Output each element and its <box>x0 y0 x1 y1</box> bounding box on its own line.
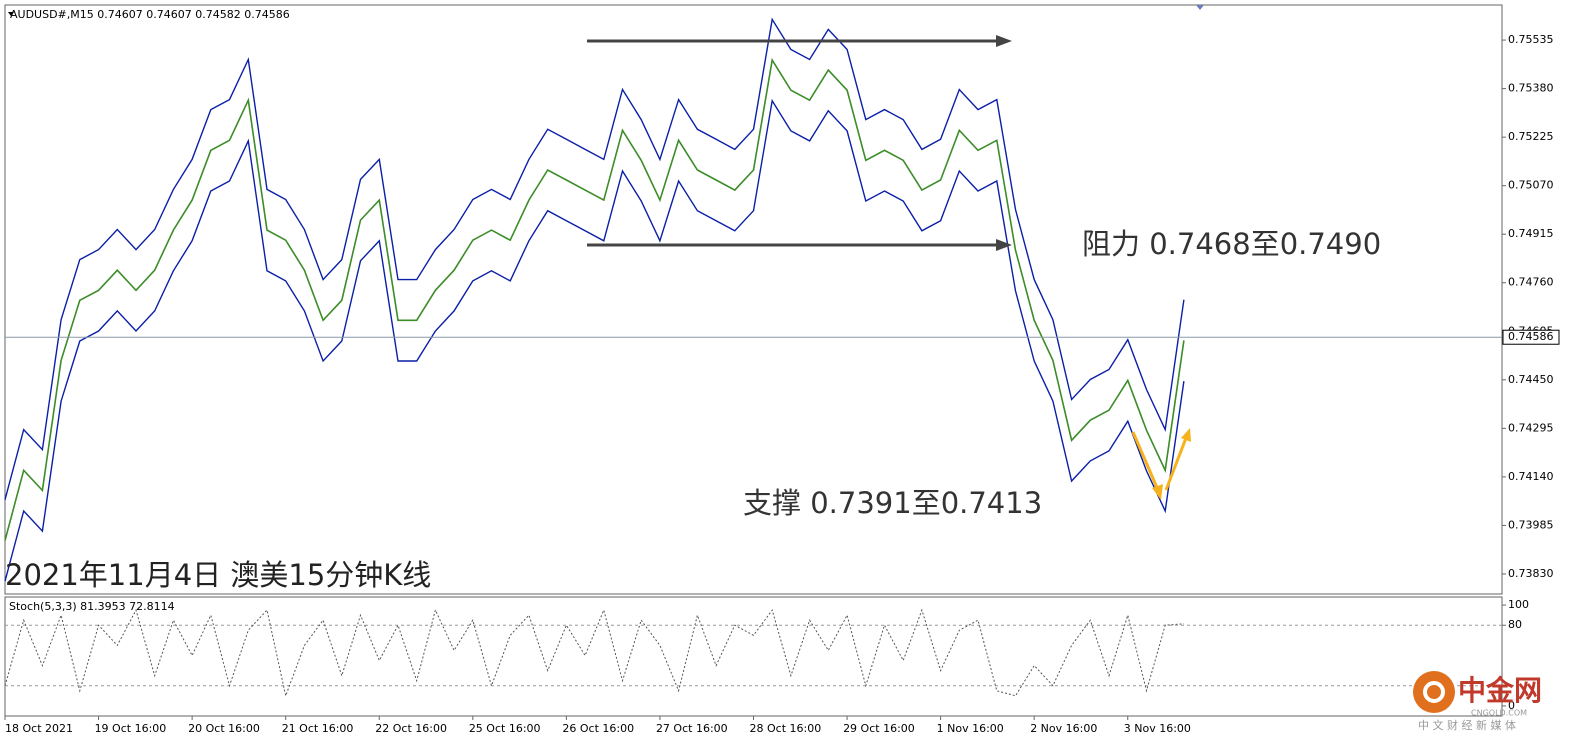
logo <box>1413 671 1455 713</box>
y-tick-label: 0.74450 <box>1508 373 1554 386</box>
x-tick-label: 2 Nov 16:00 <box>1030 722 1097 735</box>
y-tick-label: 0.75380 <box>1508 82 1554 95</box>
last-price-label: 0.74586 <box>1508 330 1554 343</box>
y-tick-label: 0.74295 <box>1508 421 1554 434</box>
annotation: 阻力 0.7468至0.7490 <box>1082 227 1381 261</box>
y-tick-label: 0 <box>1508 699 1515 712</box>
x-tick-label: 25 Oct 16:00 <box>469 722 541 735</box>
watermark-name: 中金网 <box>1458 674 1542 707</box>
arrow-line <box>1164 437 1188 491</box>
y-tick-label: 0.73830 <box>1508 567 1554 580</box>
arrow-line <box>1131 431 1160 491</box>
y-tick-label: 0.74140 <box>1508 470 1554 483</box>
x-tick-label: 3 Nov 16:00 <box>1124 722 1191 735</box>
price-panel <box>4 4 1503 595</box>
logo <box>1423 681 1445 703</box>
x-tick-label: 22 Oct 16:00 <box>375 722 447 735</box>
watermark-site: CNGOLD.COM <box>1471 709 1527 718</box>
x-tick-label: 28 Oct 16:00 <box>750 722 822 735</box>
title-icon <box>8 12 14 16</box>
x-tick-label: 18 Oct 2021 <box>5 722 73 735</box>
plot: 18 Oct 2021 19 Oct 16:00 20 Oct 16:00 21 Oc… <box>4 17 1560 735</box>
arrow-head <box>1181 428 1191 442</box>
x-tick-label: 1 Nov 16:00 <box>937 722 1004 735</box>
arrow-head <box>996 239 1012 251</box>
watermark: 中金网 CNGOLD.COM 中 文 财 经 新 媒 体 <box>1413 671 1542 732</box>
x-tick-label: 19 Oct 16:00 <box>95 722 167 735</box>
chart-title: AUDUSD#,M15 0.74607 0.74607 0.74582 0.74… <box>10 8 290 21</box>
series-line <box>4 17 1185 500</box>
y-tick-label: 0.73985 <box>1508 518 1554 531</box>
x-tick-label: 20 Oct 16:00 <box>188 722 260 735</box>
y-tick-label: 0.75225 <box>1508 130 1554 143</box>
series-line <box>4 98 1185 582</box>
stoch-title: Stoch(5,3,3) 81.3953 72.8114 <box>9 600 175 613</box>
y-tick-label: 0.74760 <box>1508 276 1554 289</box>
watermark-slogan: 中 文 财 经 新 媒 体 <box>1418 718 1516 732</box>
y-tick-label: 80 <box>1508 618 1522 631</box>
annotation: 2021年11月4日 澳美15分钟K线 <box>5 558 431 592</box>
arrow-head <box>1152 484 1163 500</box>
x-tick-label: 26 Oct 16:00 <box>562 722 634 735</box>
drawn-arrows <box>587 35 1191 500</box>
shift-marker <box>1196 5 1204 10</box>
last-price-box <box>1502 329 1560 345</box>
y-tick-label: 0.74915 <box>1508 227 1554 240</box>
x-tick-label: 27 Oct 16:00 <box>656 722 728 735</box>
annotation: 支撑 0.7391至0.7413 <box>743 486 1042 520</box>
arrow-head <box>996 35 1012 47</box>
y-tick-label: 100 <box>1508 598 1529 611</box>
x-tick-label: 29 Oct 16:00 <box>843 722 915 735</box>
series-line <box>4 57 1185 541</box>
series-line <box>4 608 1184 698</box>
y-tick-label: 0.75070 <box>1508 179 1554 192</box>
y-tick-label: 0.75535 <box>1508 33 1554 46</box>
x-tick-label: 21 Oct 16:00 <box>282 722 354 735</box>
